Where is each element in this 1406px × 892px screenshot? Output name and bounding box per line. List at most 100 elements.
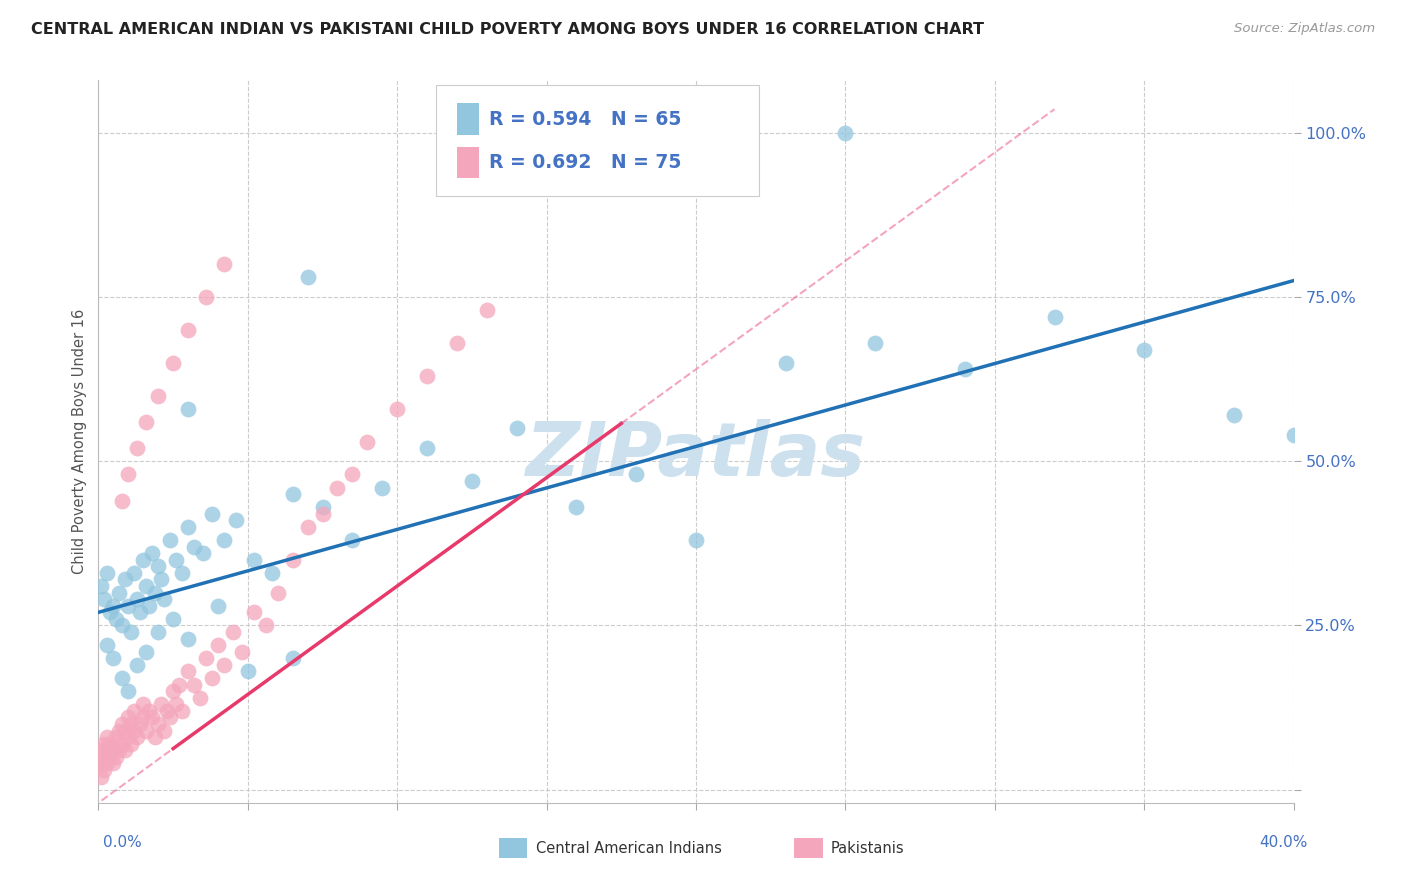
Point [138, 704, 160, 718]
Point [111, 717, 134, 731]
Point [127, 592, 149, 607]
Point [342, 533, 364, 547]
Point [90, 756, 112, 771]
Point [148, 388, 170, 402]
Point [93, 749, 115, 764]
Point [138, 599, 160, 613]
Point [120, 737, 142, 751]
Point [183, 540, 205, 554]
Point [105, 749, 128, 764]
Point [685, 533, 707, 547]
Point [111, 671, 134, 685]
Point [865, 336, 887, 351]
Point [135, 415, 157, 429]
Point [103, 599, 125, 613]
Point [135, 645, 157, 659]
Point [207, 638, 229, 652]
Point [506, 421, 529, 435]
Point [96, 756, 118, 771]
Point [1133, 343, 1156, 357]
Point [141, 710, 163, 724]
Point [148, 559, 170, 574]
Point [326, 481, 349, 495]
Point [416, 368, 439, 383]
Point [183, 677, 205, 691]
Point [162, 356, 184, 370]
Point [117, 730, 139, 744]
Point [96, 566, 118, 580]
Point [165, 553, 187, 567]
Point [114, 743, 136, 757]
Text: R = 0.692   N = 75: R = 0.692 N = 75 [489, 153, 682, 172]
Point [311, 500, 333, 515]
Point [117, 467, 139, 482]
Point [222, 625, 245, 640]
Point [90, 579, 112, 593]
Point [356, 434, 378, 449]
Point [148, 625, 170, 640]
Point [243, 605, 266, 619]
Point [167, 677, 190, 691]
Point [201, 671, 224, 685]
Point [150, 698, 173, 712]
Point [105, 730, 128, 744]
Point [231, 645, 253, 659]
Point [207, 599, 229, 613]
Point [127, 657, 149, 672]
Point [93, 763, 115, 777]
Point [165, 698, 187, 712]
Point [775, 356, 797, 370]
Point [177, 401, 200, 416]
Point [143, 730, 166, 744]
Point [172, 704, 194, 718]
Point [297, 270, 319, 285]
Point [90, 743, 112, 757]
Point [120, 625, 142, 640]
Point [212, 257, 235, 271]
Text: Source: ZipAtlas.com: Source: ZipAtlas.com [1234, 22, 1375, 36]
Point [132, 553, 155, 567]
Point [201, 507, 224, 521]
Point [117, 710, 139, 724]
Text: CENTRAL AMERICAN INDIAN VS PAKISTANI CHILD POVERTY AMONG BOYS UNDER 16 CORRELATI: CENTRAL AMERICAN INDIAN VS PAKISTANI CHI… [31, 22, 984, 37]
Point [1223, 409, 1246, 423]
Point [281, 487, 304, 501]
Point [159, 710, 181, 724]
Point [461, 474, 484, 488]
Point [93, 737, 115, 751]
Point [177, 520, 200, 534]
Point [212, 657, 235, 672]
Point [159, 533, 181, 547]
Point [114, 573, 136, 587]
Point [191, 546, 214, 560]
Point [127, 441, 149, 455]
Point [156, 704, 179, 718]
Point [281, 651, 304, 665]
Point [177, 665, 200, 679]
Point [177, 632, 200, 646]
Point [96, 638, 118, 652]
Text: Central American Indians: Central American Indians [536, 841, 721, 855]
Point [124, 566, 146, 580]
Point [96, 743, 118, 757]
Point [111, 493, 134, 508]
Point [98, 749, 122, 764]
Point [105, 612, 128, 626]
Point [114, 723, 136, 738]
Point [225, 513, 247, 527]
Point [385, 401, 409, 416]
Point [177, 323, 200, 337]
Point [195, 651, 218, 665]
Point [475, 303, 498, 318]
Point [111, 737, 134, 751]
Text: R = 0.594   N = 65: R = 0.594 N = 65 [489, 110, 682, 128]
Point [416, 441, 439, 455]
Text: 40.0%: 40.0% [1260, 836, 1308, 850]
Point [98, 737, 122, 751]
Point [254, 618, 277, 632]
Point [188, 690, 211, 705]
Y-axis label: Child Poverty Among Boys Under 16: Child Poverty Among Boys Under 16 [72, 309, 87, 574]
Point [103, 756, 125, 771]
Point [117, 599, 139, 613]
Point [93, 592, 115, 607]
